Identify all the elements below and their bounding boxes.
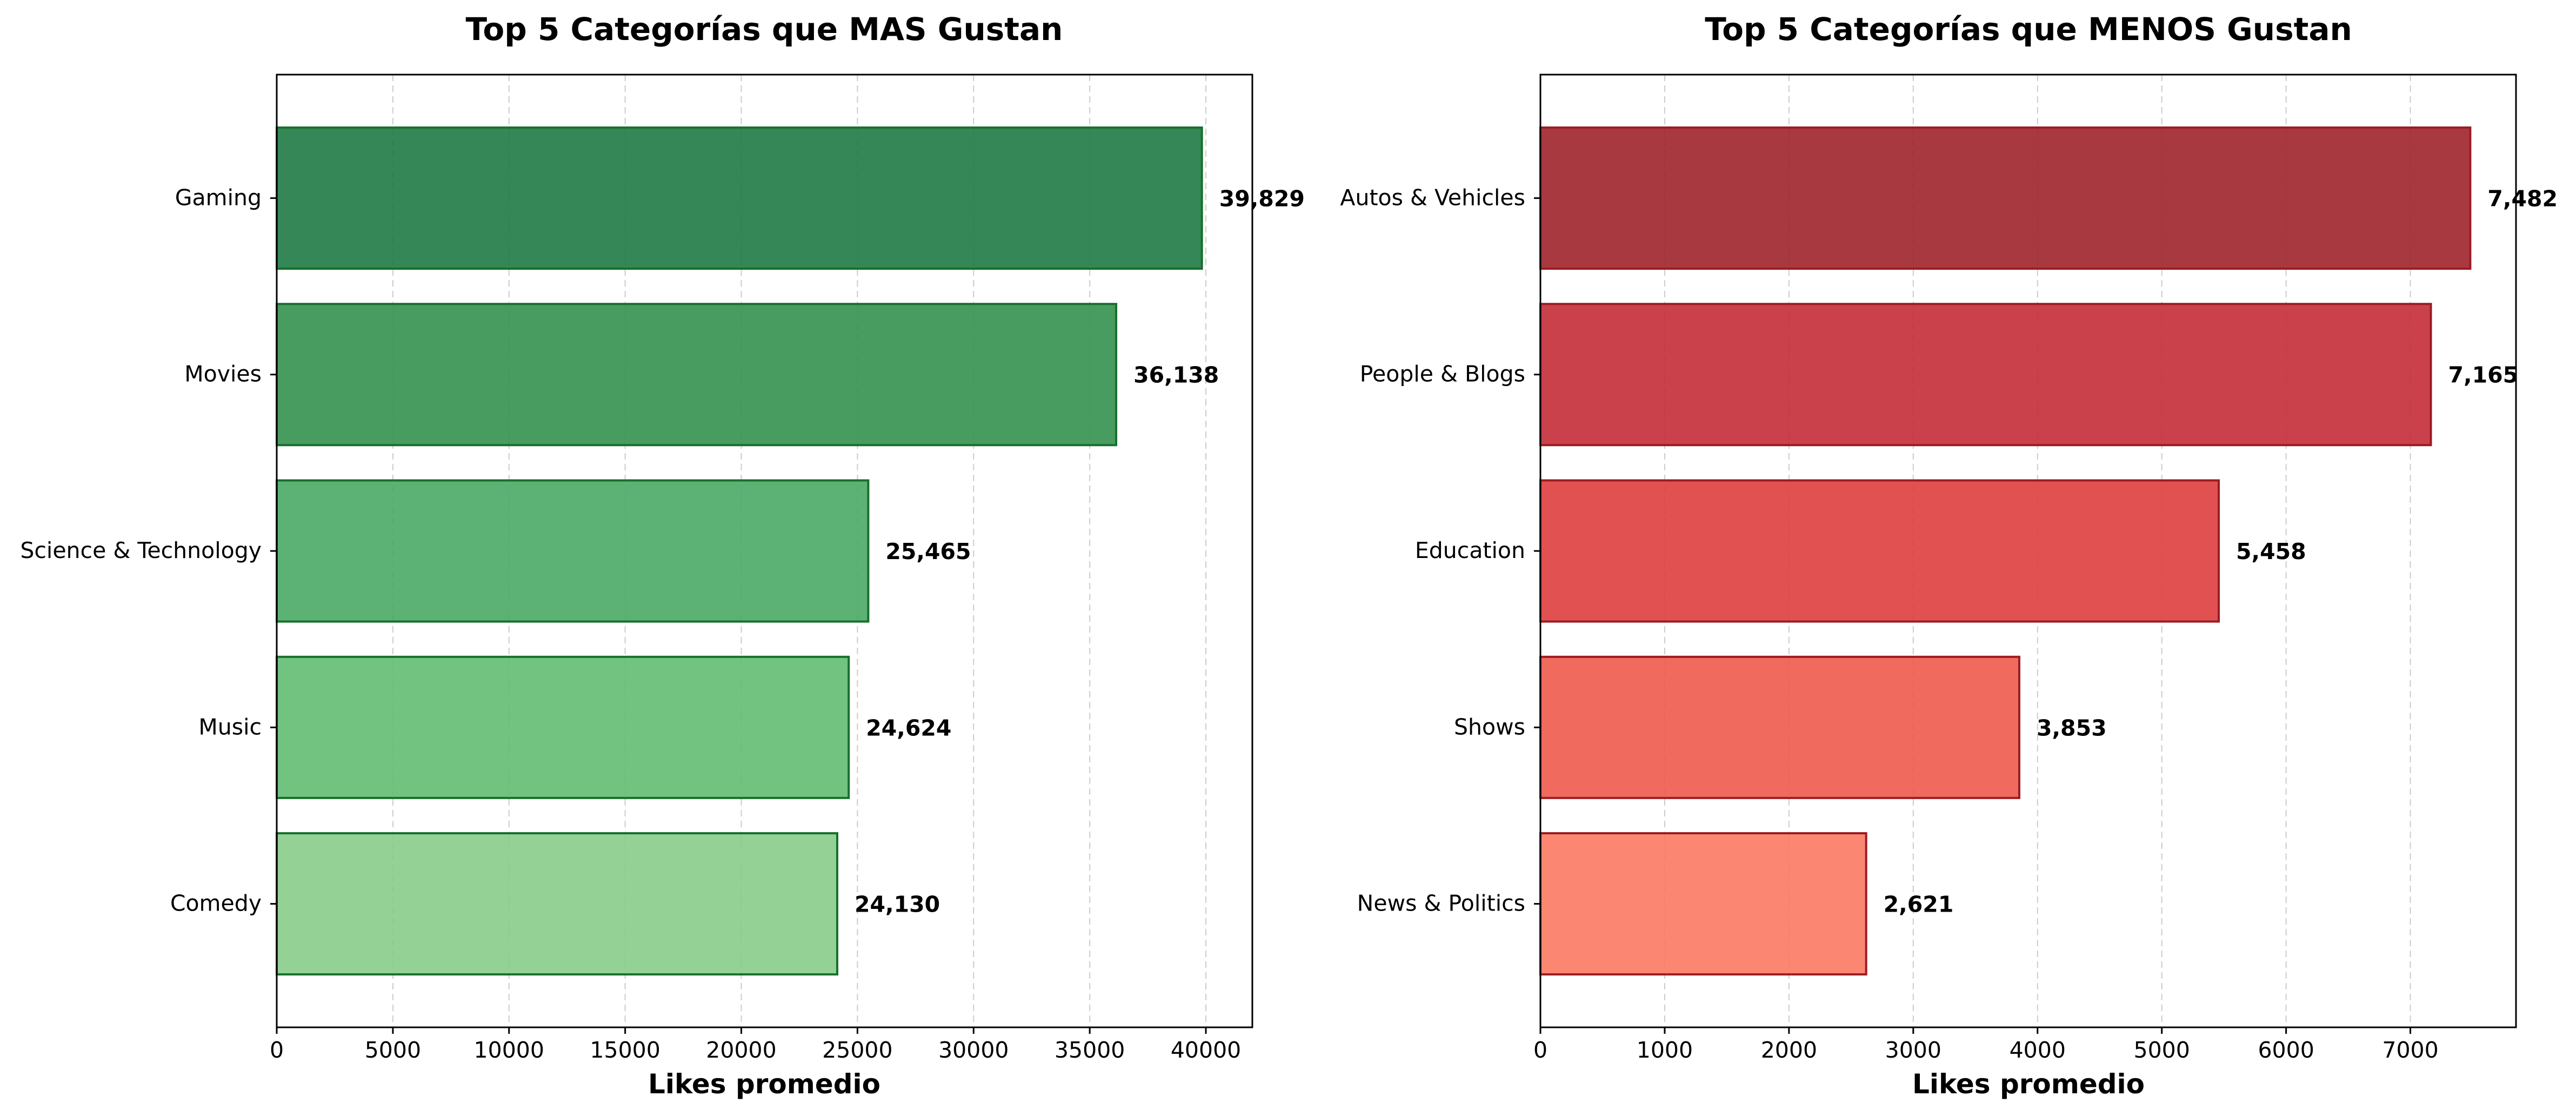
bar-value-label: 25,465 xyxy=(885,539,971,564)
bar xyxy=(276,126,1203,270)
category-ticks: Gaming Movies Science & Technology Music Com… xyxy=(20,184,277,916)
bar xyxy=(276,655,850,799)
bar xyxy=(1539,303,2432,447)
bar-value-label: 39,829 xyxy=(1219,185,1305,211)
bars xyxy=(276,126,1203,976)
category-ticks: Autos & Vehicles People & Blogs Education S… xyxy=(1340,184,1540,916)
value-labels: 39,829 36,138 25,465 24,624 24,130 xyxy=(855,185,1305,917)
chart-title: Top 5 Categorías que MENOS Gustan xyxy=(1705,11,2352,48)
x-tick-label: 0 xyxy=(1533,1037,1547,1063)
x-ticks: 0 5000 10000 15000 20000 25000 30000 35000 40000 xyxy=(270,1027,1241,1063)
bar xyxy=(1539,479,2220,623)
x-tick-label: 10000 xyxy=(474,1037,544,1063)
x-tick-label: 0 xyxy=(270,1037,284,1063)
x-tick-label: 5000 xyxy=(2134,1037,2190,1063)
x-tick-label: 7000 xyxy=(2382,1037,2438,1063)
category-label: Comedy xyxy=(170,891,262,916)
x-tick-label: 5000 xyxy=(365,1037,421,1063)
x-tick-label: 1000 xyxy=(1637,1037,1693,1063)
x-axis-label: Likes promedio xyxy=(648,1068,880,1100)
category-label: Music xyxy=(198,714,262,740)
bar-value-label: 24,130 xyxy=(855,892,940,918)
x-tick-label: 15000 xyxy=(590,1037,660,1063)
category-label: Gaming xyxy=(175,184,262,210)
bar xyxy=(1539,655,2020,799)
category-label: People & Blogs xyxy=(1360,361,1525,387)
bar xyxy=(276,303,1118,447)
chart-least-liked: Top 5 Categorías que MENOS Gustan 7,4827… xyxy=(1340,11,2558,1100)
x-tick-label: 30000 xyxy=(938,1037,1009,1063)
value-labels: 7,482 7,165 5,458 3,853 2,621 xyxy=(1884,185,2558,917)
category-label: Education xyxy=(1415,537,1525,563)
x-axis-label: Likes promedio xyxy=(1912,1068,2145,1100)
chart-most-liked: Top 5 Categorías que MAS Gustan 39,829 36… xyxy=(20,11,1305,1100)
bar xyxy=(1539,126,2472,270)
bar-value-label: 24,624 xyxy=(866,715,951,741)
chart-title: Top 5 Categorías que MAS Gustan xyxy=(466,11,1063,48)
category-label: Movies xyxy=(184,361,262,387)
x-tick-label: 40000 xyxy=(1171,1037,1241,1063)
bar xyxy=(276,479,870,623)
category-label: News & Politics xyxy=(1357,891,1525,916)
x-tick-label: 6000 xyxy=(2258,1037,2314,1063)
category-label: Science & Technology xyxy=(20,537,262,563)
x-tick-label: 20000 xyxy=(706,1037,776,1063)
category-label: Autos & Vehicles xyxy=(1340,184,1525,210)
x-tick-label: 3000 xyxy=(1885,1037,1941,1063)
bar-value-label: 36,138 xyxy=(1133,362,1219,388)
x-tick-label: 2000 xyxy=(1761,1037,1817,1063)
bar xyxy=(276,832,839,976)
x-tick-label: 35000 xyxy=(1055,1037,1125,1063)
bar-value-label: 3,853 xyxy=(2037,715,2107,741)
x-tick-label: 4000 xyxy=(2010,1037,2066,1063)
bar-value-label: 5,458 xyxy=(2236,539,2306,564)
bar xyxy=(1539,832,1867,976)
bar-value-label: 2,621 xyxy=(1884,892,1954,918)
x-tick-label: 25000 xyxy=(822,1037,892,1063)
bar-value-label: 7,165 xyxy=(2448,362,2518,388)
category-label: Shows xyxy=(1454,714,1525,740)
x-ticks: 0 1000 2000 3000 4000 5000 6000 7000 xyxy=(1533,1027,2439,1063)
bar-value-label: 7,482 xyxy=(2487,185,2558,211)
